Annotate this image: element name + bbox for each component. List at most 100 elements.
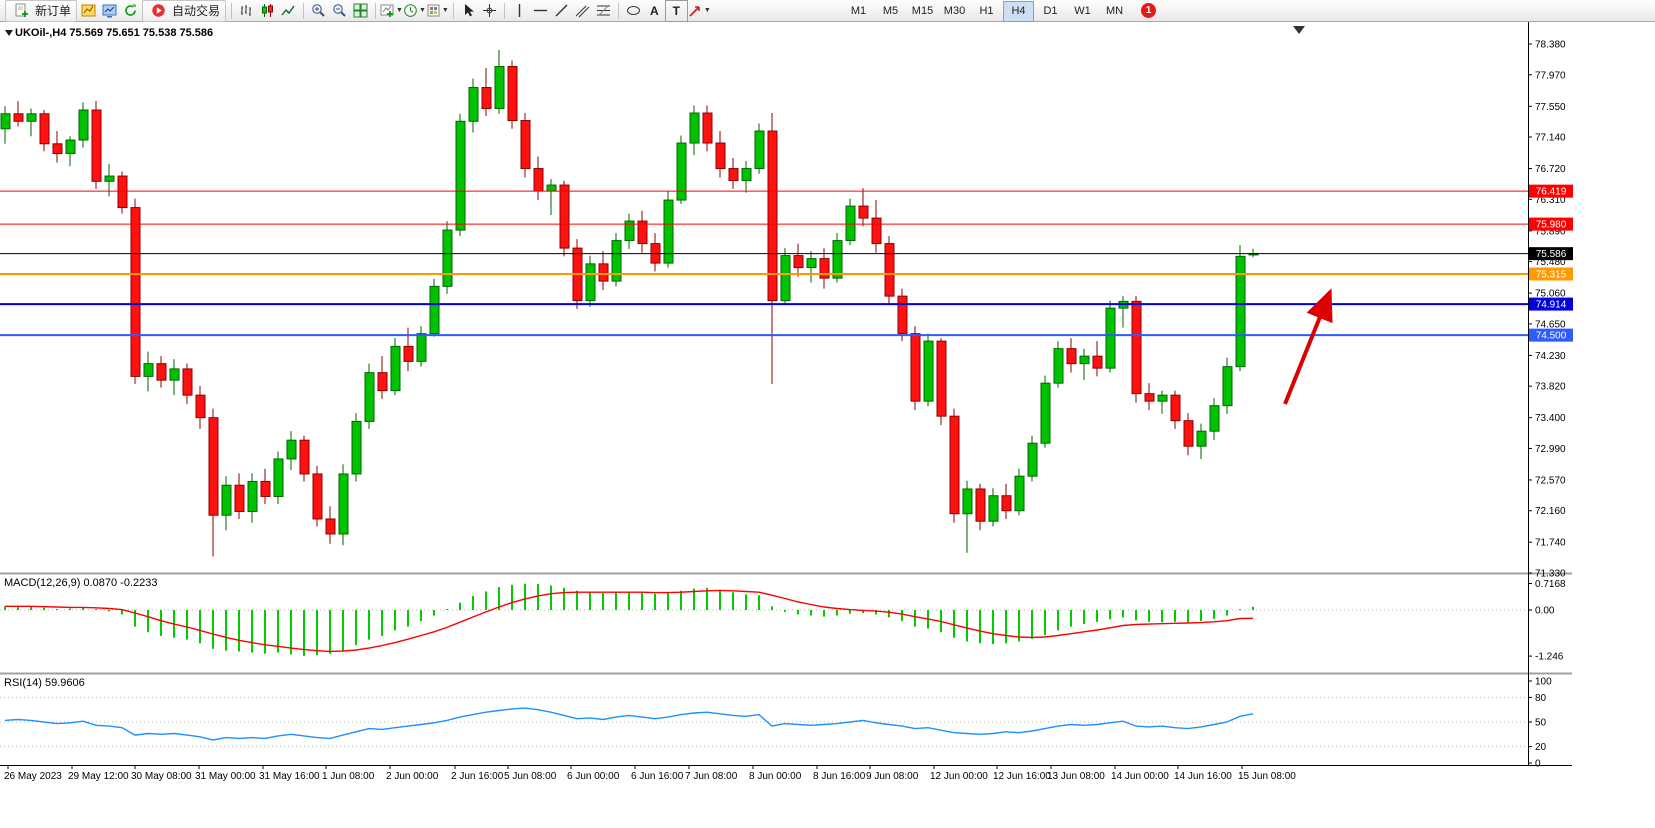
svg-text:78.380: 78.380 bbox=[1535, 40, 1566, 51]
rsi-line bbox=[4, 707, 1254, 741]
svg-text:6 Jun 00:00: 6 Jun 00:00 bbox=[567, 771, 620, 782]
chart-window[interactable]: UKOil-,H4 75.569 75.651 75.538 75.586 MA… bbox=[0, 22, 1655, 828]
svg-text:12 Jun 16:00: 12 Jun 16:00 bbox=[993, 771, 1051, 782]
svg-text:77.550: 77.550 bbox=[1535, 102, 1566, 113]
timeframe-button-d1[interactable]: D1 bbox=[1043, 5, 1058, 17]
arrows-tool-icon[interactable]: ▼ bbox=[688, 1, 711, 21]
svg-text:77.970: 77.970 bbox=[1535, 70, 1566, 81]
label-tool-label: T bbox=[672, 3, 681, 18]
svg-text:75.315: 75.315 bbox=[1536, 269, 1567, 280]
svg-text:72.160: 72.160 bbox=[1535, 506, 1566, 517]
toolbar-separator bbox=[452, 2, 454, 19]
indicators-icon[interactable]: ▼ bbox=[380, 1, 403, 21]
timeframe-button-mn[interactable]: MN bbox=[1105, 5, 1124, 17]
timeframe-button-w1[interactable]: W1 bbox=[1074, 5, 1091, 17]
shapes-tool-icon[interactable] bbox=[623, 1, 644, 21]
svg-text:75.980: 75.980 bbox=[1536, 220, 1567, 231]
timeframe-button-m15[interactable]: M15 bbox=[911, 5, 934, 17]
one-click-trading-expander-icon[interactable] bbox=[5, 30, 13, 36]
text-tool-label: A bbox=[650, 3, 659, 18]
svg-text:14 Jun 00:00: 14 Jun 00:00 bbox=[1111, 771, 1169, 782]
horizontal-line-tool-icon[interactable] bbox=[530, 1, 551, 21]
auto-trading-label: 自动交易 bbox=[172, 4, 221, 18]
svg-text:2 Jun 00:00: 2 Jun 00:00 bbox=[386, 771, 439, 782]
templates-icon[interactable]: ▼ bbox=[426, 1, 449, 21]
svg-text:20: 20 bbox=[1535, 742, 1547, 753]
svg-text:74.650: 74.650 bbox=[1535, 319, 1566, 330]
svg-text:14 Jun 16:00: 14 Jun 16:00 bbox=[1174, 771, 1232, 782]
trendline-tool-icon[interactable] bbox=[551, 1, 572, 21]
chart-shift-marker-icon bbox=[1293, 26, 1305, 34]
new-order-icon bbox=[11, 1, 32, 21]
toolbar-separator bbox=[231, 2, 233, 19]
zoom-in-icon[interactable] bbox=[308, 1, 329, 21]
svg-text:0.00: 0.00 bbox=[1535, 606, 1555, 617]
svg-text:77.140: 77.140 bbox=[1535, 133, 1566, 144]
svg-text:12 Jun 00:00: 12 Jun 00:00 bbox=[930, 771, 988, 782]
timeframe-button-m1[interactable]: M1 bbox=[850, 5, 867, 17]
rsi-indicator-label: RSI(14) 59.9606 bbox=[4, 677, 85, 689]
chart-canvas[interactable]: 78.380 77.970 77.550 77.140 76.720 76.310 75.8… bbox=[0, 22, 1655, 828]
label-tool-icon[interactable]: T bbox=[664, 0, 688, 22]
bar-chart-type-icon[interactable] bbox=[236, 1, 257, 21]
auto-trading-button[interactable]: 自动交易 bbox=[142, 0, 227, 22]
chevron-down-icon: ▼ bbox=[703, 7, 711, 14]
svg-text:15 Jun 08:00: 15 Jun 08:00 bbox=[1238, 771, 1296, 782]
svg-text:75.060: 75.060 bbox=[1535, 289, 1566, 300]
svg-text:76.720: 76.720 bbox=[1535, 164, 1566, 175]
svg-text:76.419: 76.419 bbox=[1536, 187, 1567, 198]
svg-text:100: 100 bbox=[1535, 677, 1552, 688]
toolbar-separator bbox=[503, 2, 505, 19]
svg-text:75.890: 75.890 bbox=[1535, 226, 1566, 237]
svg-text:5 Jun 08:00: 5 Jun 08:00 bbox=[504, 771, 557, 782]
price-axis[interactable]: 78.380 77.970 77.550 77.140 76.720 76.310 75.8… bbox=[1528, 40, 1566, 580]
tile-windows-icon[interactable] bbox=[350, 1, 371, 21]
fibonacci-tool-icon[interactable] bbox=[593, 1, 614, 21]
notification-badge[interactable]: 1 bbox=[1141, 3, 1156, 18]
timeframe-button-h4[interactable]: H4 bbox=[1003, 1, 1034, 22]
toolbar-separator bbox=[303, 2, 305, 19]
text-tool-icon[interactable]: A bbox=[644, 1, 665, 21]
auto-trading-icon bbox=[148, 1, 169, 21]
new-order-button[interactable]: 新订单 bbox=[5, 0, 78, 22]
zoom-out-icon[interactable] bbox=[329, 1, 350, 21]
svg-text:74.230: 74.230 bbox=[1535, 351, 1566, 362]
candlestick-chart-type-icon[interactable] bbox=[257, 1, 278, 21]
chevron-down-icon: ▼ bbox=[418, 7, 426, 14]
svg-text:7 Jun 08:00: 7 Jun 08:00 bbox=[685, 771, 738, 782]
periods-clock-icon[interactable]: ▼ bbox=[403, 1, 426, 21]
refresh-icon[interactable] bbox=[120, 1, 141, 21]
candlestick-series bbox=[0, 50, 1259, 557]
svg-text:2 Jun 16:00: 2 Jun 16:00 bbox=[451, 771, 504, 782]
timeframe-button-m30[interactable]: M30 bbox=[943, 5, 966, 17]
svg-text:50: 50 bbox=[1535, 718, 1547, 729]
svg-text:71.740: 71.740 bbox=[1535, 538, 1566, 549]
channel-tool-icon[interactable] bbox=[572, 1, 593, 21]
cursor-tool-icon[interactable] bbox=[458, 1, 479, 21]
market-watch-icon[interactable] bbox=[99, 1, 120, 21]
crosshair-tool-icon[interactable] bbox=[479, 1, 500, 21]
chart-profile-icon[interactable] bbox=[78, 1, 99, 21]
svg-text:1 Jun 08:00: 1 Jun 08:00 bbox=[322, 771, 375, 782]
svg-text:-1.246: -1.246 bbox=[1535, 652, 1564, 663]
macd-pane bbox=[4, 583, 1254, 656]
macd-axis: 0.7168 0.00 -1.246 bbox=[1528, 579, 1566, 663]
svg-text:75.586: 75.586 bbox=[1536, 249, 1567, 260]
chevron-down-icon: ▼ bbox=[441, 7, 449, 14]
svg-text:31 May 16:00: 31 May 16:00 bbox=[259, 771, 320, 782]
svg-text:13 Jun 08:00: 13 Jun 08:00 bbox=[1047, 771, 1105, 782]
svg-text:73.820: 73.820 bbox=[1535, 382, 1566, 393]
vertical-line-tool-icon[interactable] bbox=[509, 1, 530, 21]
line-chart-type-icon[interactable] bbox=[278, 1, 299, 21]
svg-text:0.7168: 0.7168 bbox=[1535, 579, 1566, 590]
svg-text:29 May 12:00: 29 May 12:00 bbox=[68, 771, 129, 782]
time-axis[interactable]: 26 May 2023 29 May 12:00 30 May 08:00 31 Ma… bbox=[4, 765, 1296, 782]
timeframe-button-h1[interactable]: H1 bbox=[979, 5, 994, 17]
svg-text:72.570: 72.570 bbox=[1535, 475, 1566, 486]
svg-text:0: 0 bbox=[1535, 759, 1541, 770]
timeframe-button-m5[interactable]: M5 bbox=[882, 5, 899, 17]
toolbar-separator bbox=[617, 2, 619, 19]
svg-text:71.330: 71.330 bbox=[1535, 568, 1566, 579]
trend-arrow-annotation bbox=[1283, 288, 1333, 405]
svg-text:26 May 2023: 26 May 2023 bbox=[4, 771, 62, 782]
